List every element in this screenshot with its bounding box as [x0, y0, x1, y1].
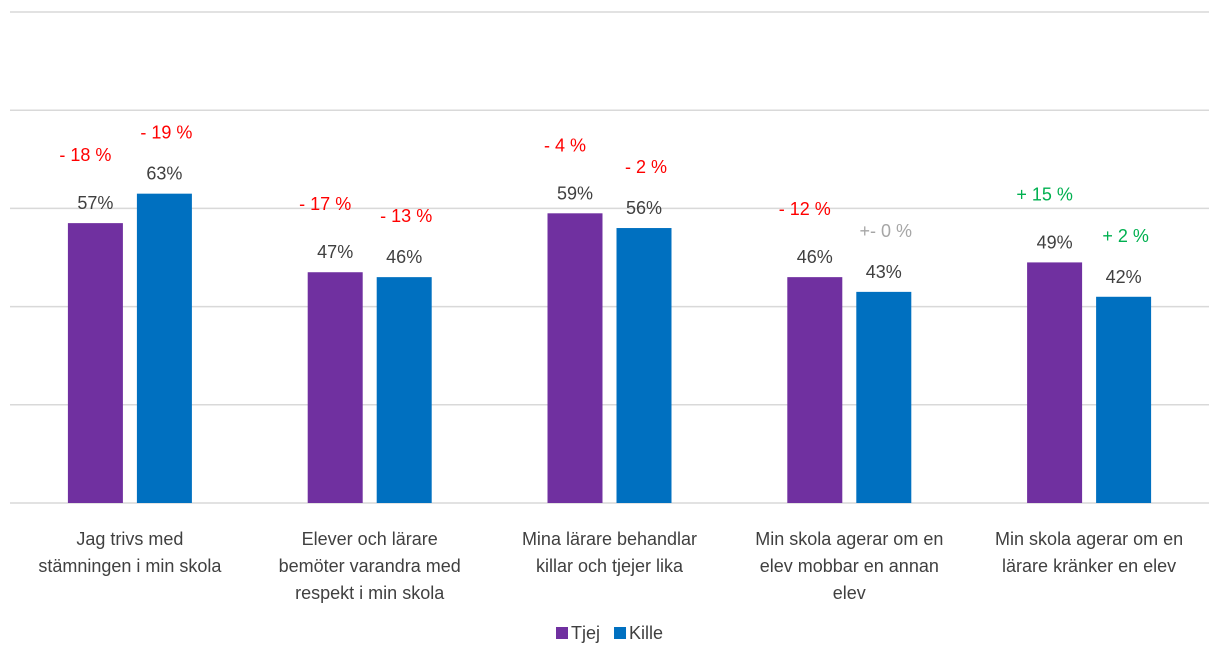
bar-tjej [547, 213, 603, 503]
data-label: 49% [1037, 232, 1073, 252]
bar-kille [376, 277, 432, 503]
category-label: Min skola agerar om en [995, 529, 1183, 549]
category-label: killar och tjejer lika [536, 556, 684, 576]
gridlines [10, 11, 1209, 504]
data-label: 46% [386, 247, 422, 267]
category-label: elev mobbar en annan [760, 556, 939, 576]
category-label: respekt i min skola [295, 583, 445, 603]
change-label: - 12 % [779, 199, 831, 219]
bar-tjej [787, 277, 843, 503]
change-label: - 4 % [544, 135, 586, 155]
category-label: stämningen i min skola [38, 556, 222, 576]
change-label: + 15 % [1016, 184, 1073, 204]
data-label: 43% [866, 262, 902, 282]
data-label: 57% [77, 193, 113, 213]
legend-label: Tjej [571, 623, 600, 643]
bar-tjej [67, 223, 123, 503]
legend-swatch-tjej [556, 627, 568, 639]
bar-kille [1096, 296, 1152, 503]
bar-kille [616, 228, 672, 504]
legend: Tjej Kille [556, 623, 663, 643]
change-label: - 17 % [299, 194, 351, 214]
category-label: Jag trivs med [76, 529, 183, 549]
category-label: bemöter varandra med [279, 556, 461, 576]
category-label: lärare kränker en elev [1002, 556, 1176, 576]
data-label: 42% [1106, 267, 1142, 287]
bar-tjej [307, 272, 363, 503]
data-label: 59% [557, 183, 593, 203]
bar-kille [856, 291, 912, 503]
bar-kille [136, 193, 192, 504]
change-label: - 13 % [380, 206, 432, 226]
x-axis: Jag trivs med stämningen i min skola Eleve… [38, 529, 1183, 603]
category-label: elev [833, 583, 866, 603]
category-label: Mina lärare behandlar [522, 529, 697, 549]
bars [67, 193, 1152, 504]
data-label: 56% [626, 198, 662, 218]
change-label: + 2 % [1102, 226, 1149, 246]
data-label: 63% [146, 164, 182, 184]
category-label: Elever och lärare [302, 529, 438, 549]
data-label: 46% [797, 247, 833, 267]
change-label: +- 0 % [860, 221, 913, 241]
category-label: Min skola agerar om en [755, 529, 943, 549]
change-label: - 2 % [625, 157, 667, 177]
data-labels: 57% - 18 % 63% - 19 % 47% - 17 % 46% - 13 % 59% -… [59, 123, 1148, 287]
change-label: - 19 % [140, 123, 192, 143]
legend-label: Kille [629, 623, 663, 643]
bar-tjej [1027, 262, 1083, 503]
change-label: - 18 % [59, 145, 111, 165]
data-label: 47% [317, 242, 353, 262]
legend-swatch-kille [614, 627, 627, 639]
